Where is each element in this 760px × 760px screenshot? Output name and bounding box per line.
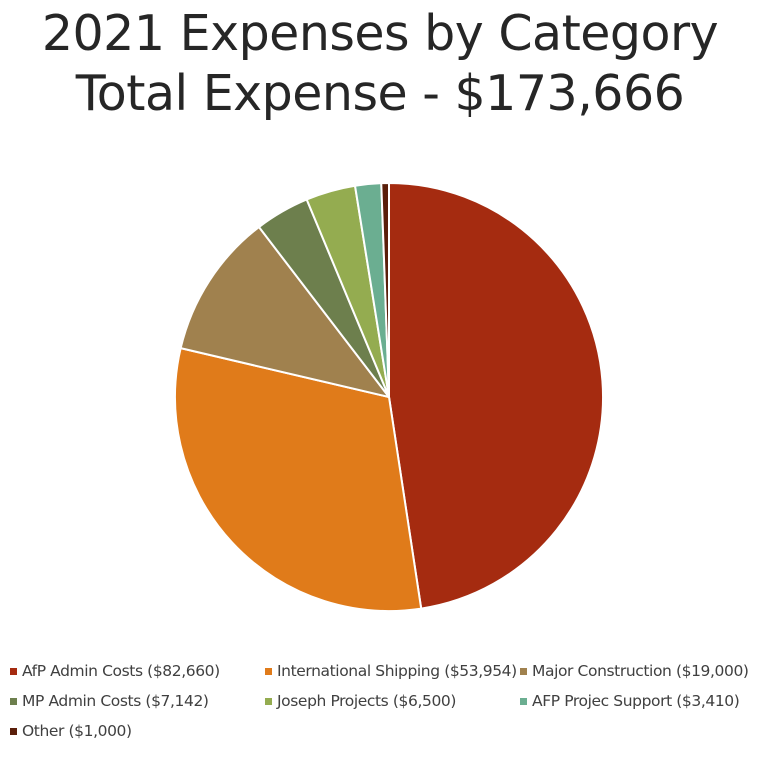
legend-swatch <box>10 667 17 675</box>
legend-label: Major Construction ($19,000) <box>532 662 749 680</box>
pie-slice-3 <box>179 226 390 398</box>
legend-swatch <box>265 667 272 675</box>
legend-label: MP Admin Costs ($7,142) <box>22 692 209 710</box>
legend-item-2: International Shipping ($53,954) <box>265 662 517 680</box>
legend-swatch <box>520 667 527 675</box>
legend-swatch <box>10 697 17 705</box>
pie-slice-2 <box>174 347 423 612</box>
pie-slice-1 <box>388 182 605 610</box>
legend-label: Joseph Projects ($6,500) <box>277 692 457 710</box>
legend-item-7: Other ($1,000) <box>10 722 132 740</box>
pie-slice-7 <box>380 182 390 398</box>
chart-subtitle: Total Expense - $173,666 <box>75 65 685 122</box>
legend-label: International Shipping ($53,954) <box>277 662 517 680</box>
legend-swatch <box>520 697 527 705</box>
legend-item-4: MP Admin Costs ($7,142) <box>10 692 209 710</box>
legend-item-6: AFP Projec Support ($3,410) <box>520 692 740 710</box>
legend-item-3: Major Construction ($19,000) <box>520 662 749 680</box>
chart-title-block: 2021 Expenses by Category Total Expense … <box>0 4 760 124</box>
legend-item-1: AfP Admin Costs ($82,660) <box>10 662 220 680</box>
legend-swatch <box>265 697 272 705</box>
chart-title: 2021 Expenses by Category <box>41 5 719 62</box>
legend-label: Other ($1,000) <box>22 722 132 740</box>
legend-swatch <box>10 727 17 735</box>
legend-item-5: Joseph Projects ($6,500) <box>265 692 456 710</box>
legend-label: AFP Projec Support ($3,410) <box>532 692 740 710</box>
legend-label: AfP Admin Costs ($82,660) <box>22 662 220 680</box>
